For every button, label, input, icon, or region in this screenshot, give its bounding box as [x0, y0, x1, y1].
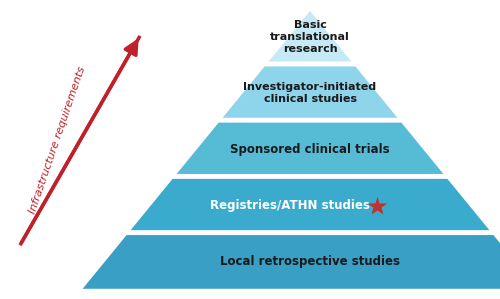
- Polygon shape: [128, 178, 492, 231]
- Text: Infrastructure requirements: Infrastructure requirements: [28, 65, 88, 216]
- Polygon shape: [174, 121, 446, 175]
- Polygon shape: [266, 9, 354, 63]
- Text: Registries/ATHN studies: Registries/ATHN studies: [210, 199, 370, 212]
- Text: Basic
translational
research: Basic translational research: [270, 20, 350, 54]
- Text: Investigator-initiated
clinical studies: Investigator-initiated clinical studies: [244, 82, 376, 104]
- Polygon shape: [220, 65, 400, 119]
- Text: Sponsored clinical trials: Sponsored clinical trials: [230, 143, 390, 156]
- Polygon shape: [80, 234, 500, 290]
- Text: Local retrospective studies: Local retrospective studies: [220, 255, 400, 269]
